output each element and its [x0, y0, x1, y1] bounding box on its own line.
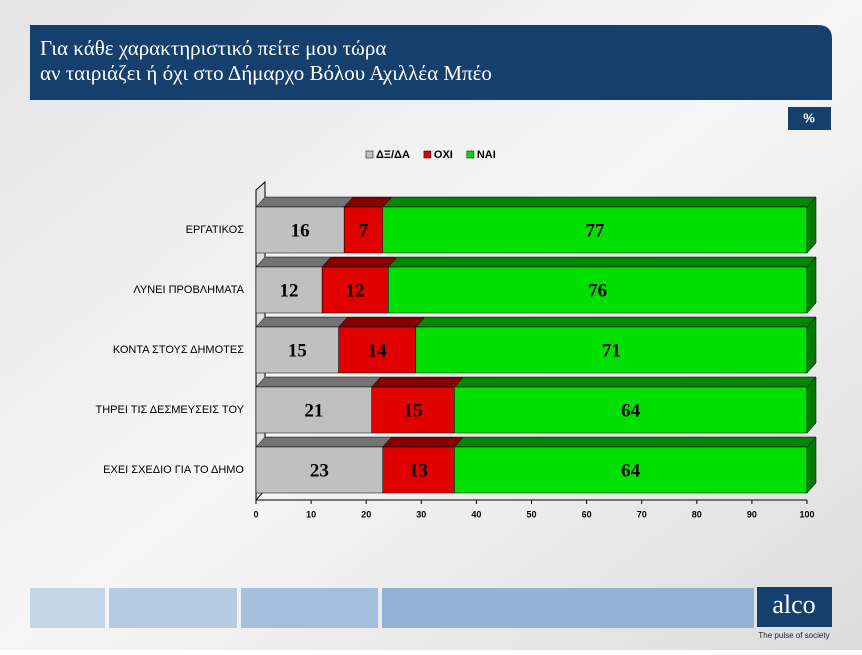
bar	[255, 446, 383, 494]
y-tick-label: ΚΟΝΤΑ ΣΤΟΥΣ ΔΗΜΟΤΕΣ	[113, 344, 244, 356]
badge	[788, 107, 831, 130]
chart: 0 10 20 30 40 50 60 70 80 90 100 ΔΞ/ΔΑ ΟΧΙ ΝΑΙ ΕΡΓΑΤΙΚ…	[95, 149, 817, 519]
bar-top	[255, 196, 354, 208]
value-label: 77	[585, 220, 605, 241]
value-label: 64	[621, 460, 641, 481]
title-line: αν ταιριάζει ή όχι στο Δήμαρχο Βόλου Αχι…	[40, 61, 492, 85]
badge-text: %	[803, 110, 815, 125]
x-tick-label: 20	[361, 509, 371, 519]
x-tick-label: 60	[582, 509, 592, 519]
footer-block	[30, 588, 105, 628]
value-label: 64	[621, 400, 641, 421]
bar	[454, 386, 808, 434]
legend-label: ΝΑΙ	[477, 149, 496, 161]
legend-label: ΟΧΙ	[434, 149, 453, 161]
bar-top	[387, 256, 817, 268]
bar-top	[453, 436, 817, 448]
y-tick-label: ΤΗΡΕΙ ΤΙΣ ΔΕΣΜΕΥΣΕΙΣ ΤΟΥ	[95, 404, 244, 416]
bar-top	[382, 436, 464, 448]
value-label: 12	[280, 280, 299, 301]
bar-top	[255, 436, 393, 448]
legend-swatch	[466, 150, 475, 159]
bar	[321, 266, 389, 314]
bar-top	[321, 256, 398, 268]
bar	[255, 206, 345, 254]
bar-side	[806, 196, 817, 254]
footer-block	[241, 588, 378, 628]
footer-block	[382, 588, 754, 628]
bar	[415, 326, 808, 374]
bar-top	[255, 376, 382, 388]
legend-swatch	[423, 150, 432, 159]
bar	[338, 326, 417, 374]
x-tick-label: 40	[471, 509, 481, 519]
legend-label: ΔΞ/ΔΑ	[376, 149, 410, 161]
bar-top	[255, 316, 349, 328]
title-line: Για κάθε χαρακτηριστικό πείτε μου τώρα	[40, 36, 386, 60]
value-label: 14	[368, 340, 388, 361]
x-tick-label: 50	[526, 509, 536, 519]
value-label: 21	[304, 400, 323, 421]
bar-top	[338, 316, 426, 328]
bar	[382, 206, 808, 254]
x-tick-label: 10	[306, 509, 316, 519]
bar	[387, 266, 808, 314]
bar-side	[806, 436, 817, 494]
bar	[255, 326, 339, 374]
x-tick-label: 0	[253, 509, 258, 519]
y-tick-label: ΛΥΝΕΙ ΠΡΟΒΛΗΜΑΤΑ	[133, 284, 244, 296]
header-bar	[30, 25, 832, 100]
footer-block	[109, 588, 237, 628]
bar-top	[371, 376, 464, 388]
x-tick-label: 100	[799, 509, 814, 519]
x-tick-label: 70	[637, 509, 647, 519]
bar-side	[806, 256, 817, 314]
value-label: 7	[359, 220, 369, 241]
value-label: 23	[310, 460, 329, 481]
y-tick-label: ΕΧΕΙ ΣΧΕΔΙΟ ΓΙΑ ΤΟ ΔΗΜΟ	[103, 464, 244, 476]
bar-top	[255, 256, 332, 268]
logo: alco	[772, 590, 815, 619]
bar-top	[382, 196, 817, 208]
value-label: 12	[346, 280, 365, 301]
value-label: 13	[409, 460, 428, 481]
x-tick-label: 80	[692, 509, 702, 519]
y-tick-label: ΕΡΓΑΤΙΚΟΣ	[186, 224, 245, 236]
x-tick-label: 30	[416, 509, 426, 519]
bar-top	[415, 316, 817, 328]
x-tick-label: 90	[747, 509, 757, 519]
value-label: 16	[291, 220, 310, 241]
bar-side	[806, 316, 817, 374]
logo-box	[757, 587, 832, 627]
legend-swatch	[365, 150, 374, 159]
bar	[371, 386, 455, 434]
bar	[255, 386, 372, 434]
bar	[343, 206, 383, 254]
bar-top	[453, 376, 817, 388]
value-label: 15	[288, 340, 307, 361]
bar-side	[806, 376, 817, 434]
value-label: 76	[588, 280, 607, 301]
value-label: 71	[602, 340, 621, 361]
value-label: 15	[404, 400, 423, 421]
tagline: The pulse of society	[758, 631, 829, 640]
bar	[454, 446, 808, 494]
